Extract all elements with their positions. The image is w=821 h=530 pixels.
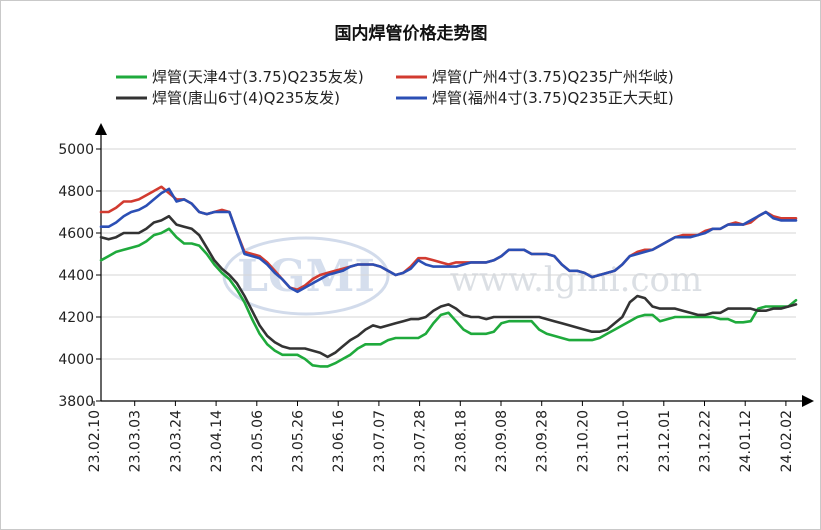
x-tick-label: 24.01.12 (738, 410, 754, 472)
y-tick-label: 4800 (58, 184, 94, 200)
legend-label-guangzhou: 焊管(广州4寸(3.75)Q235广州华岐) (432, 68, 674, 86)
legend: 焊管(天津4寸(3.75)Q235友发) 焊管(广州4寸(3.75)Q235广州… (116, 68, 674, 107)
y-tick-label: 4600 (58, 226, 94, 242)
x-tick-label: 23.03.24 (168, 410, 184, 472)
series-lines (99, 185, 798, 368)
x-axis-ticks: 23.02.10 23.03.03 23.03.24 23.04.14 23.05.06… (87, 401, 795, 472)
x-tick-label: 23.09.28 (535, 410, 551, 472)
y-tick-label: 3800 (58, 394, 94, 410)
legend-label-tianjin: 焊管(天津4寸(3.75)Q235友发) (152, 68, 364, 86)
x-tick-label: 23.08.18 (453, 410, 469, 472)
y-axis-arrow-icon (95, 123, 107, 135)
x-tick-label: 23.06.16 (331, 410, 347, 472)
x-tick-label: 23.05.26 (291, 410, 307, 472)
x-tick-label: 23.11.10 (616, 410, 632, 472)
x-tick-label: 23.07.07 (372, 410, 388, 472)
series-line-3 (99, 187, 798, 294)
x-tick-label: 23.12.01 (657, 410, 673, 472)
x-tick-label: 23.10.20 (575, 410, 591, 472)
x-tick-label: 23.09.08 (494, 410, 510, 472)
x-axis-arrow-icon (802, 395, 814, 407)
y-tick-label: 4400 (58, 268, 94, 284)
legend-label-tangshan: 焊管(唐山6寸(4)Q235友发) (152, 89, 340, 107)
axes (95, 123, 814, 407)
x-tick-label: 23.03.03 (128, 410, 144, 472)
series-line-2 (99, 214, 798, 359)
x-tick-label: 24.02.02 (779, 410, 795, 472)
y-tick-label: 4000 (58, 352, 94, 368)
watermark-url: www.lgmi.com (450, 260, 702, 300)
x-tick-label: 23.04.14 (209, 410, 225, 472)
series-line-0 (99, 227, 798, 368)
legend-label-fuzhou: 焊管(福州4寸(3.75)Q235正大天虹) (432, 89, 674, 107)
y-tick-label: 5000 (58, 142, 94, 158)
y-tick-label: 4200 (58, 310, 94, 326)
x-tick-label: 23.07.28 (413, 410, 429, 472)
x-tick-label: 23.05.06 (250, 410, 266, 472)
x-tick-label: 23.02.10 (87, 410, 103, 472)
chart-title: 国内焊管价格走势图 (335, 23, 488, 44)
y-axis-ticks: 3800 4000 4200 4400 4600 4800 5000 (58, 142, 101, 410)
x-tick-label: 23.12.22 (698, 410, 714, 472)
